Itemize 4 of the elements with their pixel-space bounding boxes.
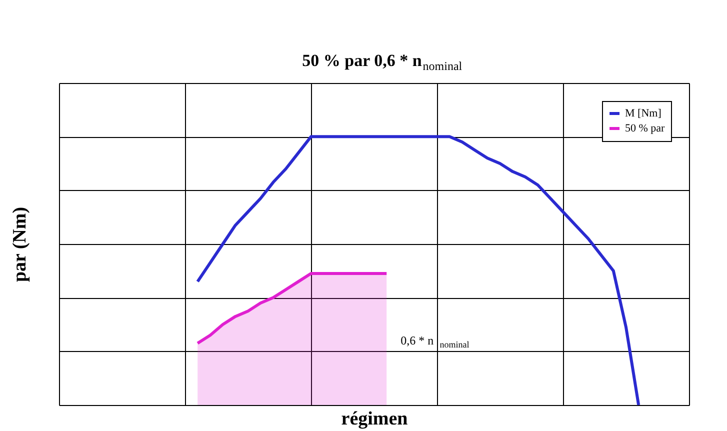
x-axis-title: régimen [341, 408, 408, 430]
y-axis-title: par (Nm) [10, 206, 30, 282]
legend-label: M [Nm] [625, 108, 662, 120]
legend-label: 50 % par [625, 122, 666, 134]
